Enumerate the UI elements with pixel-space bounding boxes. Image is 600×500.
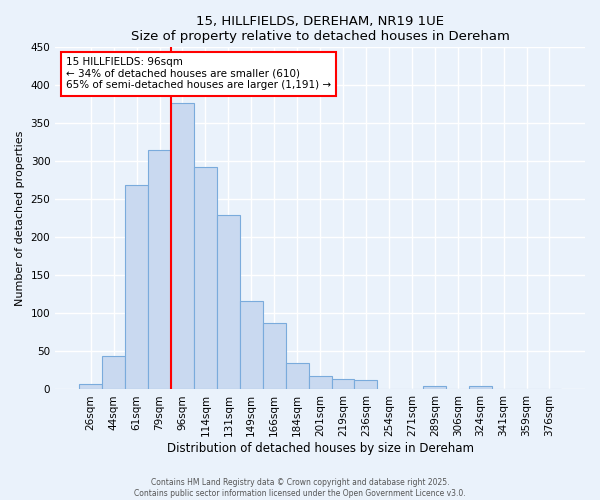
- Bar: [171, 104, 194, 390]
- Bar: [469, 386, 492, 390]
- Title: 15, HILLFIELDS, DEREHAM, NR19 1UE
Size of property relative to detached houses i: 15, HILLFIELDS, DEREHAM, NR19 1UE Size o…: [131, 15, 509, 43]
- Bar: [125, 186, 148, 390]
- Bar: [515, 388, 538, 390]
- Text: Contains HM Land Registry data © Crown copyright and database right 2025.
Contai: Contains HM Land Registry data © Crown c…: [134, 478, 466, 498]
- X-axis label: Distribution of detached houses by size in Dereham: Distribution of detached houses by size …: [167, 442, 473, 455]
- Bar: [308, 376, 332, 390]
- Bar: [79, 384, 102, 390]
- Y-axis label: Number of detached properties: Number of detached properties: [15, 130, 25, 306]
- Bar: [355, 380, 377, 390]
- Bar: [263, 323, 286, 390]
- Bar: [286, 363, 308, 390]
- Bar: [194, 167, 217, 390]
- Bar: [217, 215, 240, 390]
- Text: 15 HILLFIELDS: 96sqm
← 34% of detached houses are smaller (610)
65% of semi-deta: 15 HILLFIELDS: 96sqm ← 34% of detached h…: [66, 57, 331, 90]
- Bar: [423, 386, 446, 390]
- Bar: [240, 301, 263, 390]
- Bar: [102, 356, 125, 390]
- Bar: [148, 150, 171, 390]
- Bar: [332, 379, 355, 390]
